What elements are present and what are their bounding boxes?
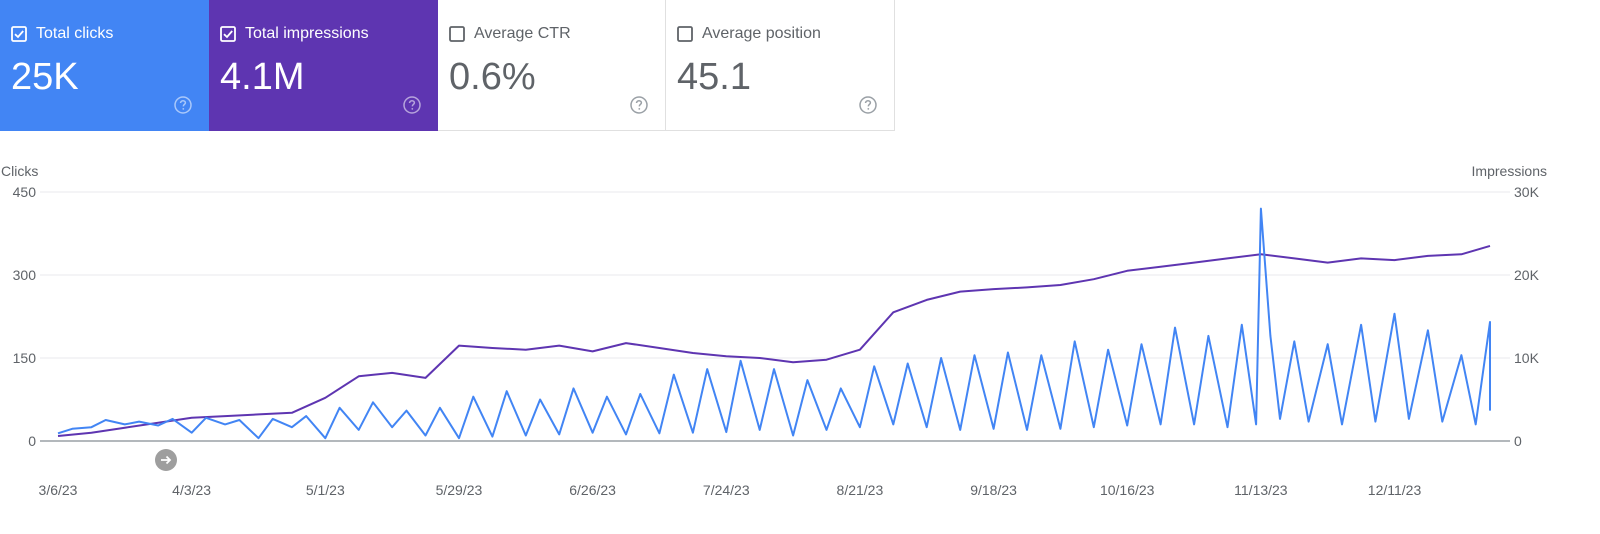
- x-tick-label: 5/29/23: [436, 482, 483, 498]
- right-tick-label: 30K: [1514, 184, 1540, 200]
- card-value: 0.6%: [449, 56, 536, 98]
- right-axis-title: Impressions: [1471, 163, 1547, 179]
- card-value: 45.1: [677, 56, 751, 98]
- checkbox-unchecked-icon[interactable]: [449, 26, 465, 42]
- right-tick-label: 20K: [1514, 267, 1540, 283]
- metric-cards: Total clicks 25K Total impressions 4.1M …: [0, 0, 895, 131]
- total-clicks-card[interactable]: Total clicks 25K: [0, 0, 209, 131]
- left-tick-label: 150: [13, 350, 37, 366]
- average-position-card[interactable]: Average position 45.1: [666, 0, 895, 131]
- checkbox-checked-icon[interactable]: [220, 26, 236, 42]
- x-tick-label: 3/6/23: [39, 482, 78, 498]
- help-icon[interactable]: [630, 96, 648, 114]
- help-icon[interactable]: [403, 96, 421, 114]
- arrow-right-icon: [161, 455, 172, 465]
- right-tick-label: 10K: [1514, 350, 1540, 366]
- x-tick-label: 4/3/23: [172, 482, 211, 498]
- card-label: Average position: [702, 25, 821, 42]
- x-tick-label: 5/1/23: [306, 482, 345, 498]
- help-icon[interactable]: [859, 96, 877, 114]
- card-label: Total clicks: [36, 25, 114, 42]
- clicks-series-line[interactable]: [57, 207, 1491, 440]
- performance-chart[interactable]: 450 300 150 0 30K 20K 10K 0 3/6/23 4/3/23 5/1/23 5/…: [0, 180, 1600, 520]
- annotation-marker[interactable]: [155, 449, 177, 471]
- checkbox-checked-icon[interactable]: [11, 26, 27, 42]
- x-tick-label: 11/13/23: [1234, 482, 1288, 498]
- left-tick-label: 450: [13, 184, 37, 200]
- x-tick-label: 12/11/23: [1368, 482, 1422, 498]
- average-ctr-card[interactable]: Average CTR 0.6%: [438, 0, 666, 131]
- left-axis-title: Clicks: [1, 163, 39, 179]
- help-icon[interactable]: [174, 96, 192, 114]
- right-tick-label: 0: [1514, 433, 1522, 449]
- checkbox-unchecked-icon[interactable]: [677, 26, 693, 42]
- card-label: Average CTR: [474, 25, 571, 42]
- x-tick-label: 6/26/23: [569, 482, 616, 498]
- impressions-series-line[interactable]: [57, 244, 1491, 437]
- card-value: 25K: [11, 56, 79, 98]
- total-impressions-card[interactable]: Total impressions 4.1M: [209, 0, 438, 131]
- x-tick-label: 7/24/23: [703, 482, 750, 498]
- card-value: 4.1M: [220, 56, 305, 98]
- left-tick-label: 0: [28, 433, 36, 449]
- x-tick-label: 8/21/23: [837, 482, 884, 498]
- x-tick-label: 9/18/23: [970, 482, 1017, 498]
- card-label: Total impressions: [245, 25, 369, 42]
- left-tick-label: 300: [13, 267, 37, 283]
- x-tick-label: 10/16/23: [1100, 482, 1155, 498]
